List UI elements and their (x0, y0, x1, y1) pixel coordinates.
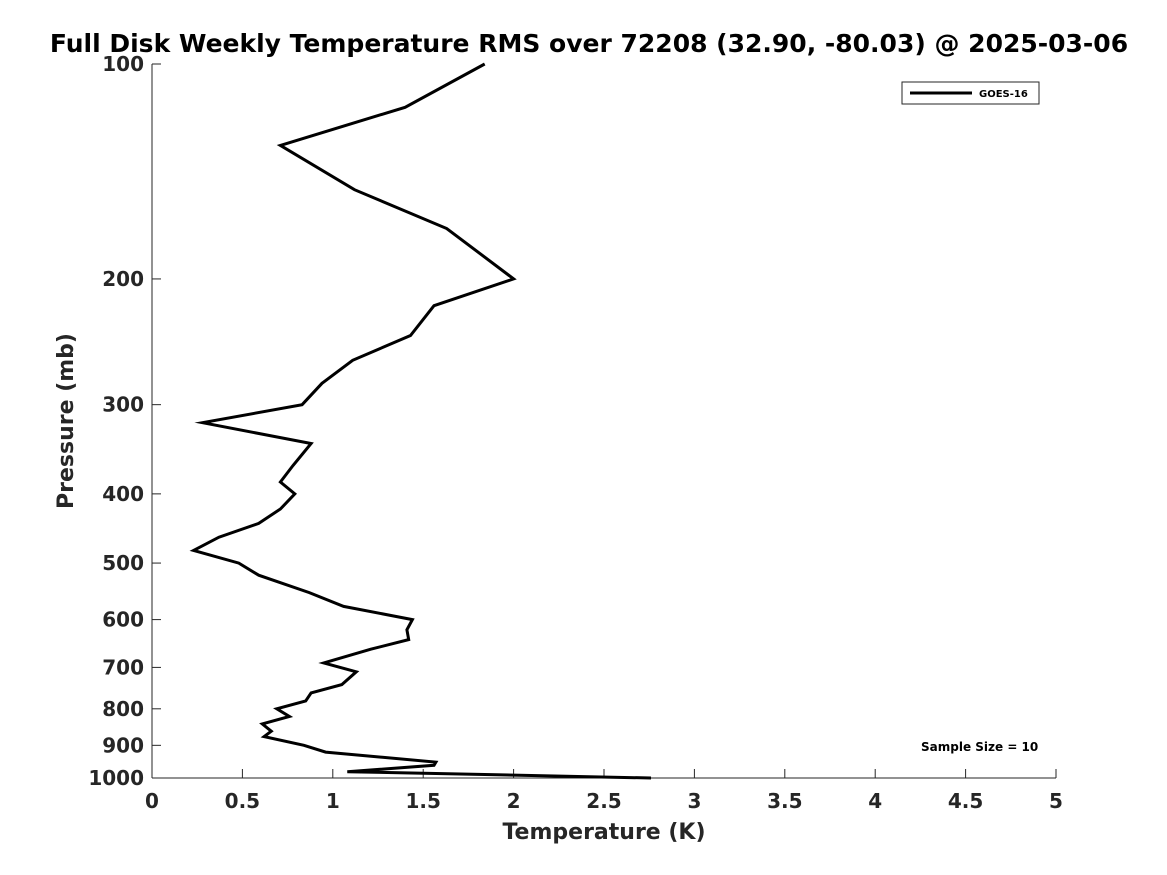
sample-size-annotation: Sample Size = 10 (921, 740, 1038, 754)
legend-entry-goes-16: GOES-16 (979, 89, 1028, 100)
y-tick-label: 600 (102, 608, 144, 632)
x-tick-label: 0.5 (225, 789, 260, 813)
y-tick-label: 900 (102, 733, 144, 757)
chart-title: Full Disk Weekly Temperature RMS over 72… (50, 29, 1128, 58)
x-ticks: 0 0.5 1 1.5 2 2.5 3 3.5 4 4.5 5 (145, 769, 1063, 813)
x-tick-label: 2 (507, 789, 521, 813)
y-tick-label: 800 (102, 697, 144, 721)
y-ticks: 100 200 300 400 500 600 700 800 900 1000 (88, 52, 161, 790)
x-tick-label: 0 (145, 789, 159, 813)
y-tick-label: 300 (102, 393, 144, 417)
x-axis-label: Temperature (K) (502, 820, 705, 845)
y-tick-label: 100 (102, 52, 144, 76)
y-axis-label: Pressure (mb) (54, 333, 79, 509)
x-tick-label: 1 (326, 789, 340, 813)
x-tick-label: 4 (868, 789, 882, 813)
x-tick-label: 5 (1049, 789, 1063, 813)
y-tick-label: 200 (102, 267, 144, 291)
series-layer (189, 62, 652, 780)
y-tick-label: 700 (102, 655, 144, 679)
x-tick-label: 3 (687, 789, 701, 813)
x-tick-label: 1.5 (405, 789, 440, 813)
y-tick-label: 1000 (88, 766, 144, 790)
legend: GOES-16 (901, 81, 1040, 105)
x-tick-label: 4.5 (948, 789, 983, 813)
x-tick-label: 2.5 (586, 789, 621, 813)
y-tick-label: 500 (102, 551, 144, 575)
x-tick-label: 3.5 (767, 789, 802, 813)
series-line-goes-16 (189, 62, 652, 780)
y-tick-label: 400 (102, 482, 144, 506)
